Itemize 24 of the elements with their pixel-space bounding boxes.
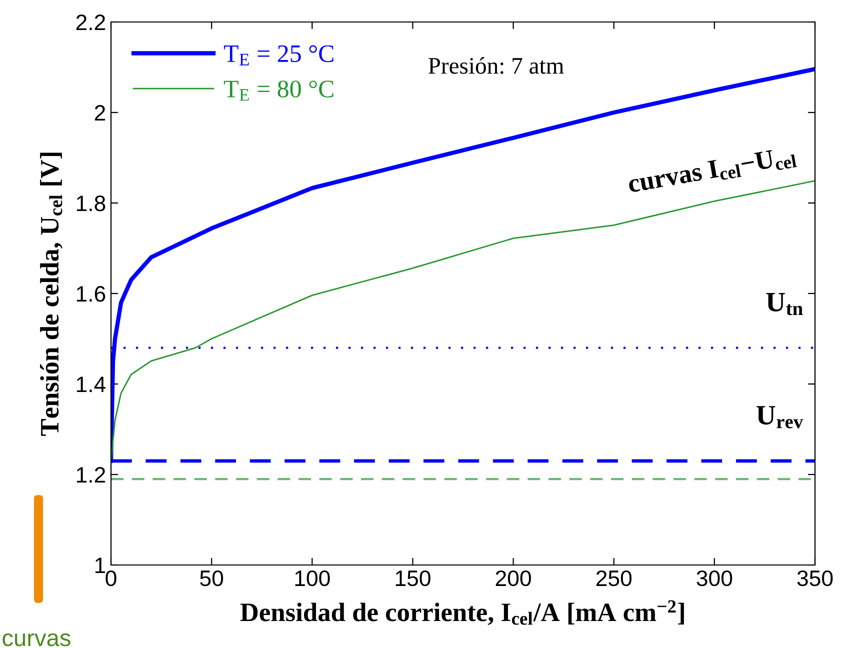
- y-tick-label: 1.4: [76, 376, 106, 392]
- annotation: Presión: 7 atm: [428, 57, 564, 74]
- x-tick-label: 100: [295, 570, 330, 586]
- y-tick-label: 2.2: [76, 14, 106, 30]
- annotation: U$_{tn}$: [766, 292, 803, 316]
- x-tick-label: 350: [797, 570, 833, 586]
- x-axis-title: Densidad de corriente, I$_{cel}$/A [mA cm$^{−2}$]: [240, 600, 684, 626]
- legend-label: T$_{E}$ = 25 °C: [224, 45, 334, 66]
- x-tick-label: 300: [696, 570, 732, 586]
- x-tick-label: 250: [596, 570, 632, 586]
- y-tick-label: 1.2: [76, 467, 106, 483]
- y-tick-label: 1.8: [76, 196, 106, 212]
- y-tick-label: 2: [94, 105, 106, 121]
- y-tick-label: 1: [95, 558, 106, 574]
- x-tick-label: 50: [200, 570, 224, 586]
- annotation: curvas I$_{cel}$−U$_{cel}$: [627, 146, 798, 196]
- text: curvas: [2, 633, 70, 646]
- annotation: U$_{rev}$: [756, 406, 804, 428]
- legend-label: T$_{E}$ = 80 °C: [224, 80, 334, 101]
- x-tick-label: 150: [396, 570, 430, 586]
- y-axis-title: Tensión de celda, U$_{cel}$ [V]: [40, 152, 62, 436]
- x-tick-label: 200: [496, 570, 531, 586]
- y-tick-label: 1.6: [76, 286, 106, 302]
- x-tick-label: 0: [106, 570, 116, 586]
